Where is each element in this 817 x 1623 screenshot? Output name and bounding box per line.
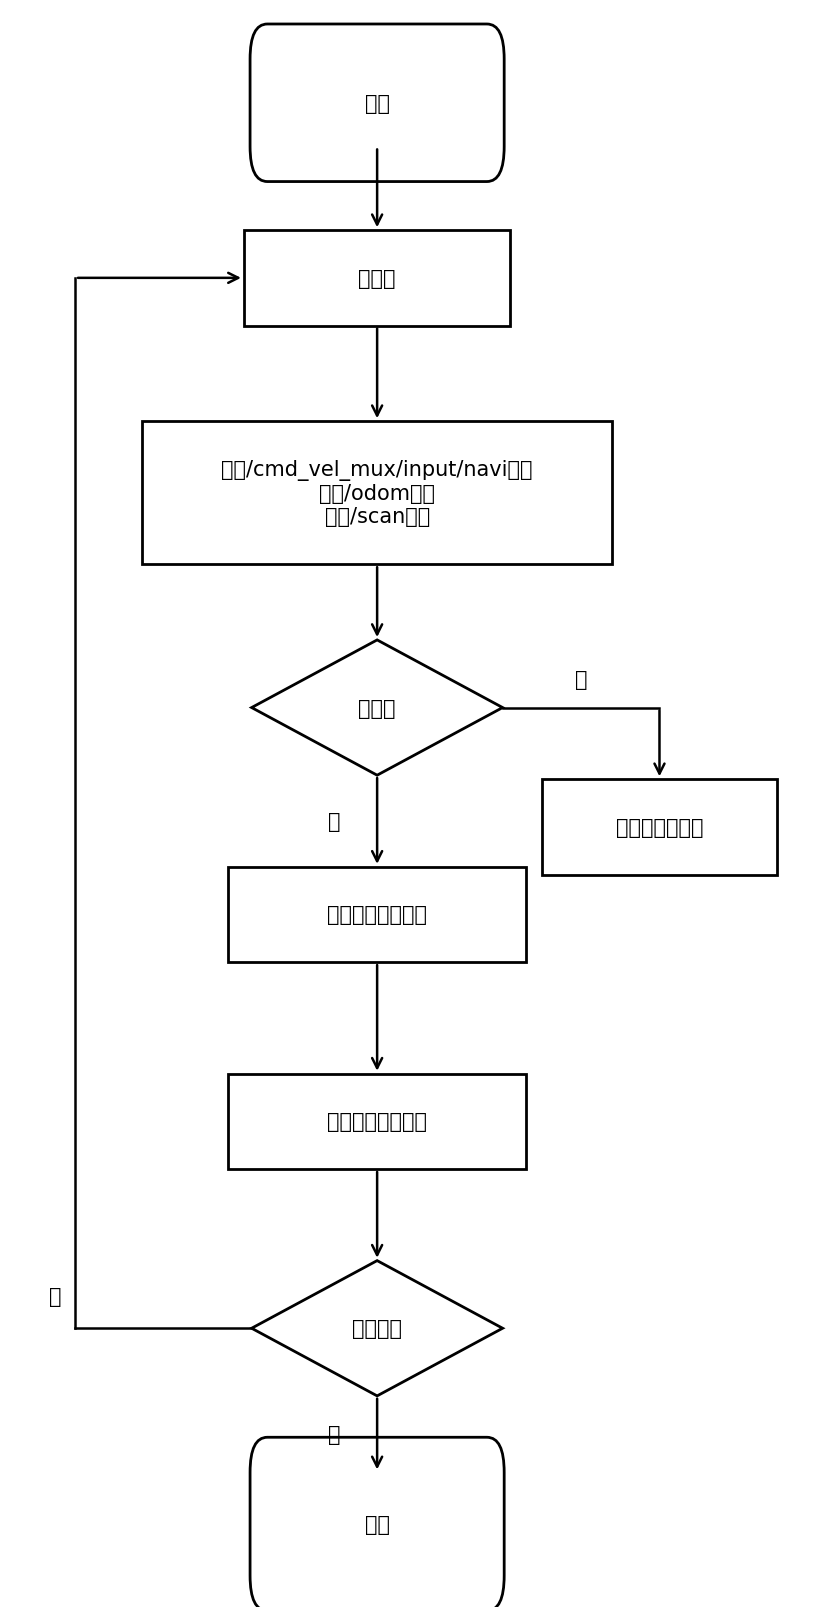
Text: 发布/cmd_vel_mux/input/navi主题
订阅/odom主题
订阅/scan主题: 发布/cmd_vel_mux/input/navi主题 订阅/odom主题 订阅… [221, 459, 533, 527]
Bar [228, 867, 526, 962]
Text: 障碍物: 障碍物 [359, 698, 396, 717]
Polygon shape [252, 641, 502, 776]
Text: 结束: 结束 [364, 1514, 390, 1534]
FancyBboxPatch shape [250, 24, 504, 182]
Text: 开始: 开始 [364, 94, 390, 114]
Text: 主函数: 主函数 [359, 269, 396, 289]
Text: 否: 否 [49, 1287, 62, 1307]
Text: 是: 是 [328, 1425, 340, 1444]
Text: 是: 是 [328, 812, 340, 831]
Text: 机器人正常行驶: 机器人正常行驶 [616, 818, 703, 837]
Text: 进程结束: 进程结束 [352, 1318, 402, 1339]
Text: 否: 否 [575, 670, 587, 690]
Polygon shape [252, 1261, 502, 1396]
FancyBboxPatch shape [250, 1438, 504, 1610]
Text: 调用人工势场函数: 调用人工势场函数 [327, 906, 427, 925]
Bar [243, 230, 511, 326]
Text: 机器人避开障碍物: 机器人避开障碍物 [327, 1112, 427, 1131]
Bar [142, 422, 613, 565]
Bar [228, 1074, 526, 1169]
Bar [542, 779, 777, 875]
